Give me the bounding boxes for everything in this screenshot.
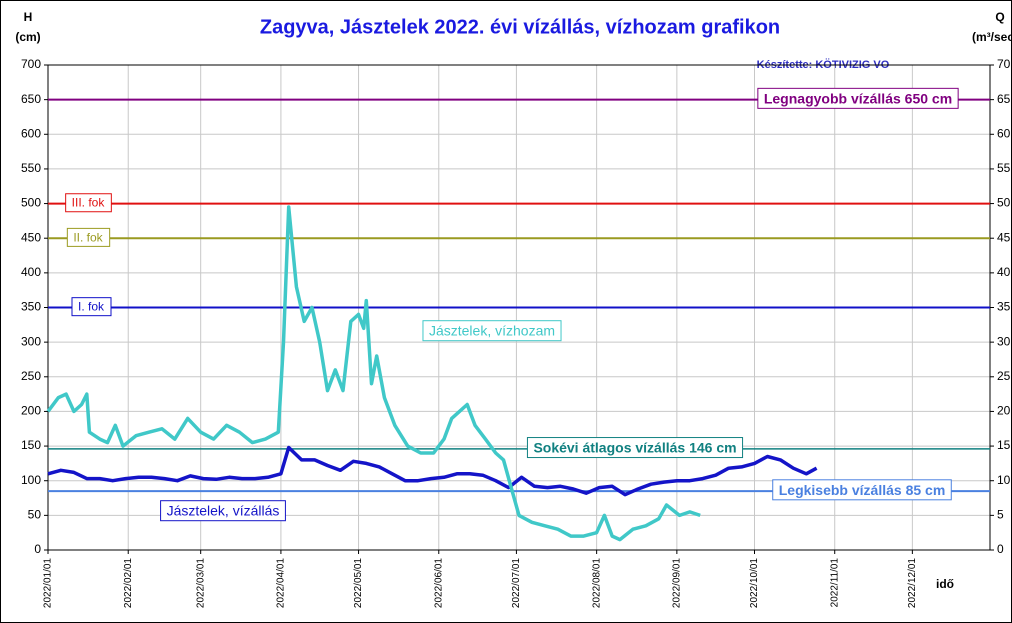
y2-tick-label: 25 xyxy=(997,369,1011,383)
y-label: H xyxy=(24,10,33,24)
reference-label: Legkisebb vízállás 85 cm xyxy=(779,482,946,498)
y-tick-label: 350 xyxy=(21,300,41,314)
y-tick-label: 150 xyxy=(21,438,41,452)
y-tick-label: 100 xyxy=(21,473,41,487)
y2-tick-label: 45 xyxy=(997,230,1011,244)
reference-label-box xyxy=(772,479,952,501)
y-tick-label: 0 xyxy=(34,542,41,556)
y-tick-label: 200 xyxy=(21,404,41,418)
reference-label: III. fok xyxy=(72,196,106,210)
y2-tick-label: 40 xyxy=(997,265,1011,279)
x-tick-label: 2022/09/01 xyxy=(672,558,683,608)
x-tick-label: 2022/04/01 xyxy=(276,558,287,608)
y2-tick-label: 0 xyxy=(997,542,1004,556)
series-label-box xyxy=(160,500,286,522)
series-label: Jásztelek, vízhozam xyxy=(429,323,555,339)
reference-label: I. fok xyxy=(78,300,105,314)
reference-label: Sokévi átlagos vízállás 146 cm xyxy=(533,440,736,456)
y-tick-label: 450 xyxy=(21,230,41,244)
y2-tick-label: 70 xyxy=(997,57,1011,71)
reference-label: Legnagyobb vízállás 650 cm xyxy=(764,90,952,106)
x-tick-label: 2022/01/01 xyxy=(43,558,54,608)
y2-tick-label: 60 xyxy=(997,126,1011,140)
series-label: Jásztelek, vízállás xyxy=(167,503,280,519)
y2-tick-label: 35 xyxy=(997,300,1011,314)
x-tick-label: 2022/02/01 xyxy=(123,558,134,608)
reference-label-box xyxy=(526,437,744,459)
y2-tick-label: 50 xyxy=(997,196,1011,210)
x-tick-label: 2022/07/01 xyxy=(511,558,522,608)
series-line xyxy=(46,205,701,542)
y2-tick-label: 65 xyxy=(997,92,1011,106)
chart-title: Zagyva, Jásztelek 2022. évi vízállás, ví… xyxy=(260,16,780,38)
y-tick-label: 700 xyxy=(21,57,41,71)
y2-label: Q xyxy=(995,10,1004,24)
y-tick-label: 50 xyxy=(28,508,42,522)
x-tick-label: 2022/06/01 xyxy=(433,558,444,608)
x-tick-label: 2022/08/01 xyxy=(591,558,602,608)
y2-tick-label: 30 xyxy=(997,334,1011,348)
y-tick-label: 600 xyxy=(21,126,41,140)
y-tick-label: 550 xyxy=(21,161,41,175)
y-tick-label: 400 xyxy=(21,265,41,279)
reference-label-box xyxy=(65,193,112,213)
y-tick-label: 650 xyxy=(21,92,41,106)
y2-tick-label: 55 xyxy=(997,161,1011,175)
y2-tick-label: 10 xyxy=(997,473,1011,487)
x-label: idő xyxy=(936,577,954,591)
x-tick-label: 2022/05/01 xyxy=(353,558,364,608)
y-tick-label: 300 xyxy=(21,334,41,348)
x-tick-label: 2022/12/01 xyxy=(907,558,918,608)
y-label: (cm) xyxy=(15,30,40,44)
reference-label: II. fok xyxy=(73,230,103,244)
y2-label: (m³/sec) xyxy=(972,30,1012,44)
y-tick-label: 250 xyxy=(21,369,41,383)
y2-tick-label: 5 xyxy=(997,508,1004,522)
y2-tick-label: 15 xyxy=(997,438,1011,452)
reference-label-box xyxy=(757,87,959,109)
x-tick-label: 2022/10/01 xyxy=(749,558,760,608)
x-tick-label: 2022/11/01 xyxy=(829,558,840,608)
reference-label-box xyxy=(66,227,111,247)
y-tick-label: 500 xyxy=(21,196,41,210)
x-tick-label: 2022/03/01 xyxy=(195,558,206,608)
credit: Készítette: KÖTIVIZIG VO xyxy=(757,58,890,71)
reference-label-box xyxy=(71,297,112,317)
series-label-box xyxy=(422,320,562,342)
y2-tick-label: 20 xyxy=(997,404,1011,418)
series-line xyxy=(47,445,818,497)
